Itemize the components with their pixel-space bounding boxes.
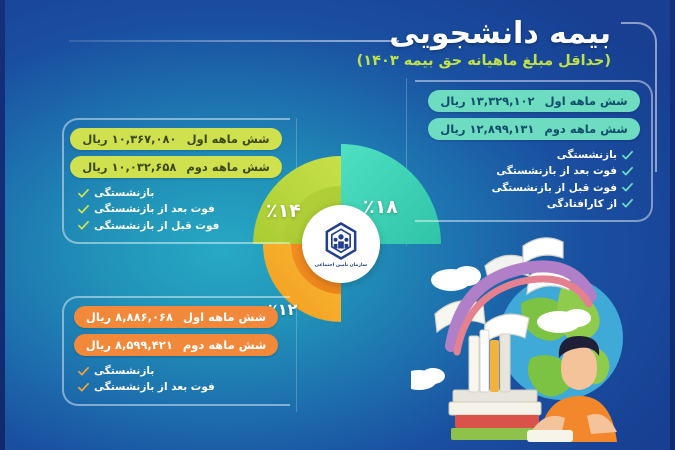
pill-currency: ریال xyxy=(440,94,466,108)
pill-amount: ۸,۸۸۶,۰۶۸ xyxy=(115,310,174,324)
book-stack-icon xyxy=(448,389,543,440)
coverage-list: بازنشستگی فوت بعد از بازنشستگی فوت قبل ا… xyxy=(68,185,284,234)
avatar: سازمان تأمین اجتماعی xyxy=(302,205,380,283)
header-rule-decoration xyxy=(69,40,399,42)
list-item-label: بازنشستگی xyxy=(94,365,155,377)
panel-bracket xyxy=(415,80,653,223)
separator-right xyxy=(406,78,407,246)
list-item: بازنشستگی xyxy=(421,147,633,163)
amount-pill-first-half: شش ماهه اول ۸,۸۸۶,۰۶۸ ریال xyxy=(73,306,279,328)
panel-rate-14: شش ماهه اول ۱۰,۳۶۷,۰۸۰ ریال شش ماهه دوم … xyxy=(62,118,290,244)
amount-pill-second-half: شش ماهه دوم ۸,۵۹۹,۴۲۱ ریال xyxy=(73,334,279,356)
list-item: فوت بعد از بازنشستگی xyxy=(421,163,633,179)
illustration-svg xyxy=(411,237,623,442)
check-icon xyxy=(622,182,633,193)
pill-currency: ریال xyxy=(440,122,466,136)
pill-amount: ۱۰,۳۶۷,۰۸۰ xyxy=(111,132,177,146)
coverage-list: بازنشستگی فوت بعد از بازنشستگی xyxy=(68,363,284,396)
pill-currency: ریال xyxy=(85,310,112,324)
pill-amount: ۱۰,۰۳۲,۶۵۸ xyxy=(111,160,177,174)
header-bracket-decoration xyxy=(621,22,657,172)
check-icon xyxy=(622,198,633,209)
pill-currency: ریال xyxy=(82,132,108,146)
header: بیمه دانشجویی (حداقل مبلغ ماهیانه حق بیم… xyxy=(18,14,657,172)
list-item: بازنشستگی xyxy=(78,363,284,379)
cloud-icon xyxy=(431,266,481,291)
panel-rate-12: شش ماهه اول ۸,۸۸۶,۰۶۸ ریال شش ماهه دوم ۸… xyxy=(62,296,290,406)
pill-amount: ۱۳,۳۲۹,۱۰۲ xyxy=(469,94,535,108)
student-figure xyxy=(527,336,617,442)
page-subtitle: (حداقل مبلغ ماهیانه حق بیمه ۱۴۰۳) xyxy=(356,52,611,69)
panel-rate-18: شش ماهه اول ۱۳,۳۲۹,۱۰۲ ریال شش ماهه دوم … xyxy=(415,80,653,223)
amount-pill-first-half: شش ماهه اول ۱۳,۳۲۹,۱۰۲ ریال xyxy=(428,90,640,112)
list-item-label: فوت بعد از بازنشستگی xyxy=(496,165,617,178)
left-edge-band xyxy=(0,0,5,450)
pill-label: شش ماهه اول xyxy=(183,310,267,324)
social-security-organization-logo xyxy=(321,221,361,261)
amount-pill-second-half: شش ماهه دوم ۱۰,۰۳۲,۶۵۸ ریال xyxy=(70,156,282,178)
check-icon xyxy=(78,382,89,393)
pill-amount: ۸,۵۹۹,۴۲۱ xyxy=(114,338,173,352)
pill-label: شش ماهه دوم xyxy=(182,338,267,352)
student-illustration xyxy=(411,218,661,448)
list-item-label: فوت بعد از بازنشستگی xyxy=(94,381,215,394)
cloud-icon xyxy=(411,368,445,390)
list-item-label: فوت قبل از بازنشستگی xyxy=(491,181,617,194)
pill-label: شش ماهه اول xyxy=(186,132,270,146)
list-item: فوت بعد از بازنشستگی xyxy=(78,201,284,217)
check-icon xyxy=(622,166,633,177)
amount-pill-first-half: شش ماهه اول ۱۰,۳۶۷,۰۸۰ ریال xyxy=(70,128,282,150)
check-icon xyxy=(78,220,89,231)
right-edge-band xyxy=(670,0,675,450)
check-icon xyxy=(78,204,89,215)
list-item: فوت قبل از بازنشستگی xyxy=(421,180,633,196)
pill-label: شش ماهه اول xyxy=(544,94,628,108)
pill-amount: ۱۲,۸۹۹,۱۳۱ xyxy=(469,122,535,136)
pill-currency: ریال xyxy=(85,338,111,352)
list-item: فوت قبل از بازنشستگی xyxy=(78,218,284,234)
check-icon xyxy=(78,188,89,199)
list-item-label: فوت بعد از بازنشستگی xyxy=(94,203,215,216)
amount-pill-second-half: شش ماهه دوم ۱۲,۸۹۹,۱۳۱ ریال xyxy=(428,118,640,140)
list-item: از کارافتادگی xyxy=(421,196,633,212)
cloud-icon xyxy=(537,309,591,333)
pill-currency: ریال xyxy=(82,160,108,174)
check-icon xyxy=(622,150,633,161)
check-icon xyxy=(78,366,89,377)
pct-label-14: ٪۱۴ xyxy=(266,200,301,222)
title-block: بیمه دانشجویی (حداقل مبلغ ماهیانه حق بیم… xyxy=(356,16,612,69)
list-item: بازنشستگی xyxy=(78,185,284,201)
pill-label: شش ماهه دوم xyxy=(186,160,270,174)
list-item-label: بازنشستگی xyxy=(94,187,155,199)
pill-label: شش ماهه دوم xyxy=(544,122,628,136)
panel-bracket xyxy=(62,296,290,406)
separator-left-lower xyxy=(296,296,297,412)
open-book-icon xyxy=(522,237,564,266)
coverage-list: بازنشستگی فوت بعد از بازنشستگی فوت قبل ا… xyxy=(421,147,647,212)
logo-caption: سازمان تأمین اجتماعی xyxy=(314,262,368,268)
page-title: بیمه دانشجویی xyxy=(389,16,611,51)
list-item: فوت بعد از بازنشستگی xyxy=(78,379,284,395)
list-item-label: از کارافتادگی xyxy=(546,197,617,210)
list-item-label: بازنشستگی xyxy=(556,149,617,161)
panel-bracket xyxy=(62,118,290,244)
pct-label-18: ٪۱۸ xyxy=(363,196,398,218)
list-item-label: فوت قبل از بازنشستگی xyxy=(94,219,220,232)
